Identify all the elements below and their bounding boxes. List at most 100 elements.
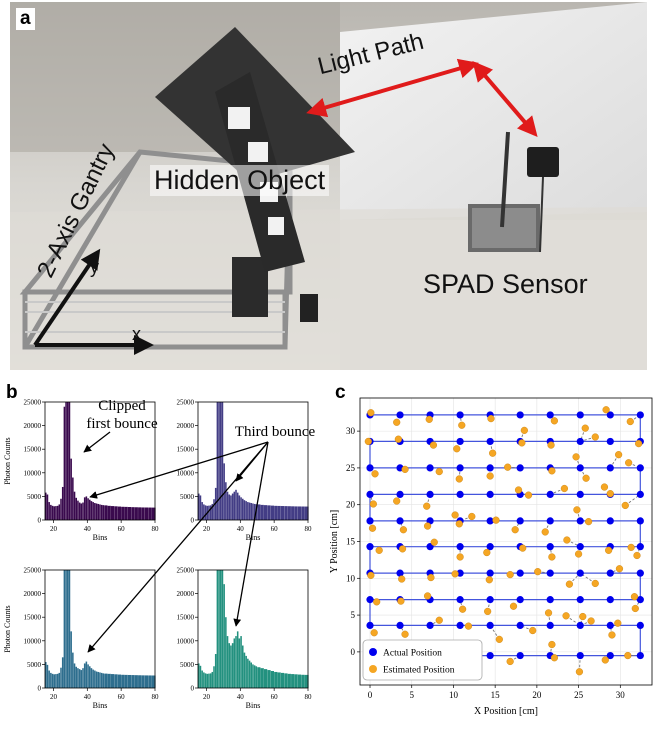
x-tick-label: 30 (616, 690, 626, 700)
subplot-frame (197, 569, 309, 689)
estimated-point (455, 475, 463, 483)
actual-point (606, 411, 614, 419)
y-tick-label: 20 (346, 500, 356, 510)
estimated-point (524, 491, 533, 499)
actual-point (546, 411, 554, 419)
actual-point (606, 651, 614, 660)
histogram-bar (230, 495, 232, 520)
y-tick-label: 30 (346, 426, 356, 436)
histogram-bar (85, 661, 88, 688)
histogram-bar (291, 506, 295, 520)
histogram-bar (242, 498, 244, 520)
actual-point (456, 464, 464, 472)
x-tick-label: 0 (368, 690, 373, 700)
estimated-point (625, 459, 633, 467)
actual-point (576, 411, 584, 419)
estimated-point (393, 418, 401, 426)
actual-point (636, 517, 644, 525)
legend-actual-marker (369, 648, 377, 656)
histogram-bar (87, 498, 89, 520)
x-tick-label: 20 (50, 693, 58, 701)
histogram-bar (209, 505, 212, 520)
x-tick-label: 20 (50, 525, 58, 533)
histogram-bar (131, 507, 135, 520)
x-axis-label: Bins (93, 701, 108, 710)
estimated-point (509, 602, 518, 610)
y-tick-label: 0 (191, 517, 195, 525)
histogram-bar (67, 570, 69, 688)
estimated-point (364, 437, 372, 446)
actual-point (486, 517, 494, 525)
histogram-bar (225, 482, 227, 520)
actual-point (516, 569, 524, 577)
histogram-bar (270, 505, 275, 520)
histogram-bar (220, 402, 222, 520)
actual-point (456, 411, 464, 419)
histogram-bar (45, 492, 47, 520)
panel-c-letter: c (335, 382, 346, 403)
histogram-bar (221, 402, 224, 520)
histogram-bar (203, 504, 205, 520)
actual-point (576, 543, 584, 551)
y-axis-label: Photon Counts (3, 437, 12, 484)
actual-point (576, 596, 584, 604)
estimated-point (605, 546, 613, 554)
x-tick-label: 15 (491, 690, 501, 700)
actual-point (576, 517, 584, 525)
histogram-bar (148, 507, 152, 520)
histogram-bar (250, 662, 253, 688)
estimated-point (621, 501, 629, 510)
histogram-bar (264, 669, 268, 688)
histogram-bar (134, 507, 138, 520)
histogram-bar (124, 674, 128, 688)
estimated-point (565, 580, 574, 588)
histogram-bar (55, 674, 57, 688)
estimated-point (455, 520, 463, 528)
y-tick-label: 5 (351, 610, 356, 620)
histogram-bar (53, 506, 56, 520)
histogram-bar (284, 506, 288, 520)
estimated-point (430, 538, 438, 546)
histogram-bar (206, 673, 209, 688)
estimated-point (518, 439, 526, 447)
estimated-point (587, 617, 595, 625)
estimated-point (458, 421, 466, 429)
actual-point (546, 543, 554, 551)
histogram-bar (242, 645, 244, 688)
histogram-bar (114, 506, 118, 520)
estimated-point (548, 467, 556, 475)
estimated-point (375, 546, 383, 554)
histogram-bar (231, 643, 234, 688)
histogram-bar (235, 636, 237, 688)
histogram-bar (83, 663, 86, 688)
histogram-bar (51, 673, 54, 688)
histogram-bar (94, 670, 96, 688)
estimated-point (393, 497, 401, 505)
histogram-bar (124, 506, 128, 520)
estimated-point (425, 415, 433, 423)
position-scatter: 0 5 10 15 20 25 30 0 5 10 15 20 25 30 X Position [cm] Y… (329, 397, 653, 717)
estimated-point (483, 548, 491, 557)
histogram-bar (107, 505, 111, 520)
estimated-point (541, 528, 549, 536)
histogram-bar (291, 674, 295, 688)
histogram-bar (247, 658, 249, 688)
histogram-bar (284, 673, 288, 688)
x-axis-label: Bins (93, 533, 108, 542)
histogram-bar (213, 666, 215, 688)
histogram-bar (297, 674, 302, 688)
estimated-point (544, 609, 553, 617)
histogram-bar (134, 675, 138, 688)
actual-point (516, 596, 524, 604)
histogram-bar (267, 505, 271, 520)
histogram-bar (274, 505, 278, 520)
histogram-bar (236, 492, 239, 520)
histogram-bar (60, 498, 62, 520)
histogram-bar (46, 494, 49, 520)
estimated-point (370, 629, 378, 637)
histogram-bar (100, 504, 103, 520)
x-tick-label: 40 (237, 693, 245, 701)
histogram-bar (77, 500, 79, 520)
estimated-point (624, 651, 632, 660)
histogram-bar (100, 672, 103, 688)
